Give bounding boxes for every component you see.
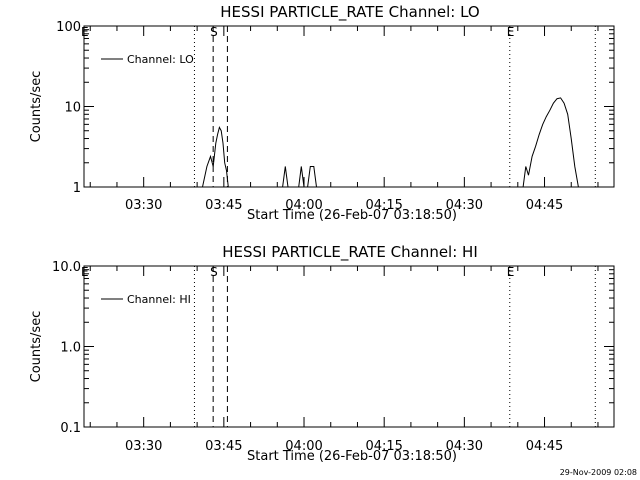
x-tick-label: 04:15 [365,198,402,213]
y-tick-label: 10 [64,101,81,116]
series-line [307,166,317,188]
event-marker-label: S [210,265,218,279]
y-tick-label: 1 [73,181,81,196]
y-tick-label: 1.0 [60,341,81,356]
x-axis-label: Start Time (26-Feb-07 03:18:50) [247,449,457,464]
x-axis-label: Start Time (26-Feb-07 03:18:50) [247,208,457,223]
y-axis-label: Counts/sec [29,71,44,143]
event-marker-label: E [81,265,89,279]
x-tick-label: 04:30 [446,439,483,454]
footer-timestamp: 29-Nov-2009 02:08 [560,468,637,477]
y-tick-label: 0.1 [60,421,81,436]
series-line [298,166,305,188]
x-tick-label: 03:45 [205,198,242,213]
legend-label: Channel: HI [127,293,191,306]
x-tick-label: 04:00 [285,198,322,213]
y-tick-label: 100 [56,20,81,35]
legend-label: Channel: LO [127,53,194,66]
plot-frame [83,265,615,428]
x-tick-label: 03:45 [205,439,242,454]
x-tick-label: 04:30 [446,198,483,213]
event-marker-label: E [507,265,515,279]
x-tick-label: 03:30 [125,439,162,454]
event-marker-label: S [210,25,218,39]
series-line [282,166,289,188]
x-tick-label: 04:45 [526,198,563,213]
chart-title: HESSI PARTICLE_RATE Channel: LO [220,3,479,22]
x-tick-label: 04:00 [285,439,322,454]
x-tick-label: 04:45 [526,439,563,454]
chart-title: HESSI PARTICLE_RATE Channel: HI [222,243,478,262]
series-line [202,126,229,188]
series-line [522,97,579,188]
plot-frame [83,25,615,188]
event-marker-label: E [507,25,515,39]
y-tick-label: 10.0 [52,260,81,275]
y-axis-label: Counts/sec [29,311,44,383]
event-marker-label: E [81,25,89,39]
chart-panel-0: HESSI PARTICLE_RATE Channel: LO 1 10 100 03:… [29,3,615,223]
x-tick-label: 04:15 [365,439,402,454]
chart-panel-1: HESSI PARTICLE_RATE Channel: HI 0.1 1.0 10.… [29,243,615,464]
x-tick-label: 03:30 [125,198,162,213]
